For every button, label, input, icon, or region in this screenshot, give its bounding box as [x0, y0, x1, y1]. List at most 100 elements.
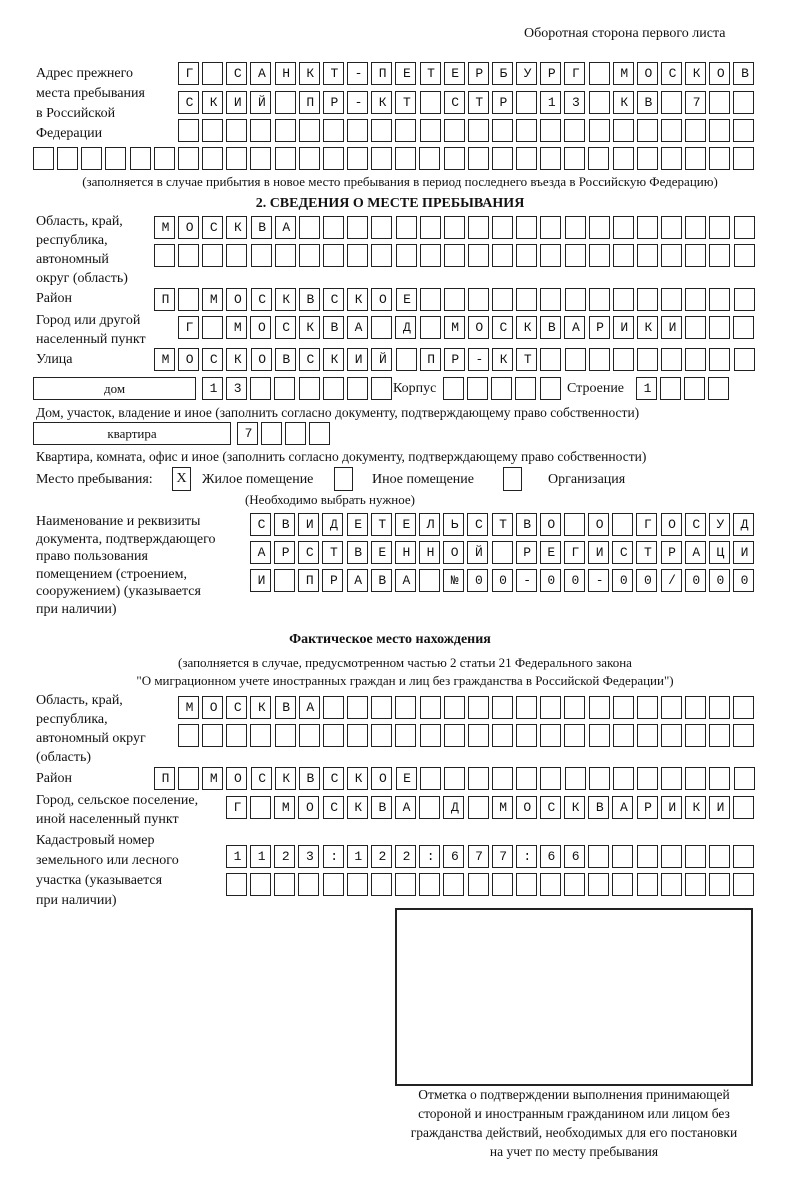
char-cell[interactable] — [202, 724, 224, 747]
char-cell[interactable] — [370, 873, 392, 896]
char-cell[interactable] — [612, 316, 634, 339]
char-cell[interactable] — [274, 91, 296, 114]
char-cell[interactable] — [660, 541, 682, 564]
char-cell[interactable] — [709, 147, 731, 170]
char-cell[interactable] — [660, 377, 682, 400]
char-cell[interactable] — [540, 147, 562, 170]
char-cell[interactable] — [226, 62, 248, 85]
char-cell[interactable] — [226, 873, 247, 896]
char-cell[interactable] — [467, 62, 489, 85]
char-cell[interactable] — [443, 696, 465, 719]
char-cell[interactable] — [419, 796, 441, 819]
char-cell[interactable] — [516, 348, 538, 371]
char-cell[interactable] — [515, 845, 537, 868]
char-cell[interactable] — [395, 696, 417, 719]
char-cell[interactable] — [685, 724, 707, 747]
char-cell[interactable] — [443, 724, 465, 747]
char-cell[interactable] — [492, 348, 514, 371]
char-cell[interactable] — [685, 244, 707, 267]
char-cell[interactable] — [323, 216, 345, 239]
char-cell[interactable] — [733, 119, 755, 142]
char-cell[interactable] — [564, 316, 586, 339]
char-cell[interactable] — [322, 696, 344, 719]
char-cell[interactable] — [564, 767, 586, 790]
char-cell[interactable] — [322, 796, 344, 819]
char-cell[interactable] — [443, 873, 465, 896]
char-cell[interactable] — [588, 724, 610, 747]
char-cell[interactable] — [637, 216, 658, 239]
char-cell[interactable] — [346, 147, 368, 170]
region-row-1[interactable]: МОСКВА — [154, 216, 765, 240]
char-cell[interactable] — [709, 845, 730, 868]
char-cell[interactable] — [467, 288, 489, 311]
char-cell[interactable] — [685, 767, 707, 790]
char-cell[interactable] — [226, 119, 248, 142]
char-cell[interactable] — [443, 216, 465, 239]
char-cell[interactable] — [708, 569, 730, 592]
char-cell[interactable] — [274, 216, 296, 239]
char-cell[interactable] — [636, 513, 658, 536]
char-cell[interactable] — [346, 873, 368, 896]
char-cell[interactable] — [443, 348, 465, 371]
char-cell[interactable] — [419, 62, 441, 85]
char-cell[interactable] — [612, 216, 634, 239]
char-cell[interactable] — [564, 796, 586, 819]
previous-address-row-1[interactable]: Г САНКТ-ПЕТЕРБУРГ МОСКОВ — [178, 62, 765, 86]
char-cell[interactable] — [33, 147, 54, 170]
char-cell[interactable] — [298, 541, 320, 564]
char-cell[interactable] — [250, 316, 272, 339]
char-cell[interactable] — [612, 348, 634, 371]
char-cell[interactable] — [563, 513, 585, 536]
char-cell[interactable] — [298, 288, 320, 311]
char-cell[interactable] — [733, 873, 755, 896]
char-cell[interactable] — [443, 845, 465, 868]
char-cell[interactable] — [371, 216, 393, 239]
char-cell[interactable] — [612, 796, 634, 819]
char-cell[interactable] — [274, 845, 296, 868]
char-cell[interactable] — [443, 147, 465, 170]
char-cell[interactable] — [540, 244, 562, 267]
char-cell[interactable] — [154, 288, 175, 311]
char-cell[interactable] — [588, 62, 610, 85]
char-cell[interactable] — [539, 513, 561, 536]
char-cell[interactable] — [660, 796, 682, 819]
char-cell[interactable] — [612, 288, 634, 311]
char-cell[interactable] — [419, 724, 441, 747]
previous-address-row-3[interactable] — [178, 119, 765, 143]
char-cell[interactable] — [467, 873, 489, 896]
apartment-number-row[interactable]: 7 — [237, 422, 341, 446]
building-row[interactable] — [443, 377, 571, 401]
char-cell[interactable] — [274, 569, 296, 592]
char-cell[interactable] — [661, 316, 682, 339]
char-cell[interactable] — [274, 62, 296, 85]
char-cell[interactable] — [733, 845, 755, 868]
char-cell[interactable] — [515, 377, 537, 400]
char-cell[interactable] — [467, 796, 489, 819]
char-cell[interactable] — [443, 288, 465, 311]
cadastre-row-2[interactable] — [226, 873, 765, 897]
char-cell[interactable] — [250, 244, 272, 267]
char-cell[interactable] — [443, 767, 465, 790]
char-cell[interactable] — [588, 244, 610, 267]
char-cell[interactable] — [202, 696, 224, 719]
char-cell[interactable] — [285, 422, 307, 445]
char-cell[interactable] — [250, 767, 272, 790]
char-cell[interactable] — [588, 845, 610, 868]
house-type-field[interactable]: дом — [33, 377, 196, 400]
char-cell[interactable] — [491, 724, 513, 747]
char-cell[interactable] — [226, 216, 248, 239]
char-cell[interactable] — [467, 569, 489, 592]
char-cell[interactable] — [588, 91, 610, 114]
char-cell[interactable] — [685, 696, 707, 719]
char-cell[interactable] — [708, 513, 730, 536]
char-cell[interactable] — [684, 873, 706, 896]
char-cell[interactable] — [274, 377, 296, 400]
char-cell[interactable] — [684, 541, 706, 564]
actual-district-row[interactable]: П МОСКВСКОЕ — [154, 767, 765, 791]
char-cell[interactable] — [684, 513, 706, 536]
char-cell[interactable] — [709, 119, 731, 142]
char-cell[interactable] — [395, 62, 417, 85]
char-cell[interactable] — [322, 724, 344, 747]
char-cell[interactable] — [250, 62, 272, 85]
char-cell[interactable] — [491, 569, 513, 592]
